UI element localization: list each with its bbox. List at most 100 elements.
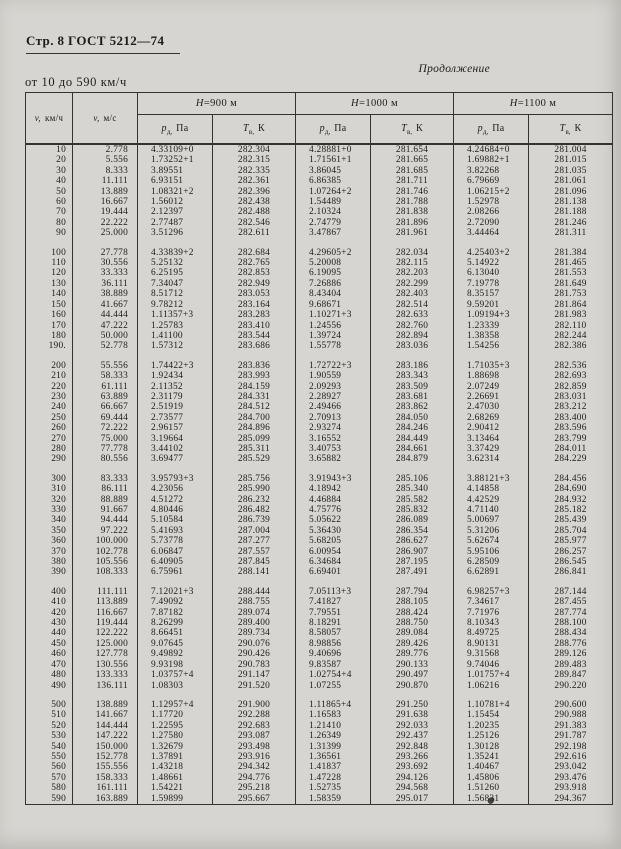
cell: 1.11357+3 [137, 310, 213, 321]
cell: 291.900 [211, 699, 296, 711]
cell: 250 [51, 412, 66, 423]
cell: 284.512 [211, 402, 296, 413]
table-row: 390 108.333 6.75961 288.141 6.69401 287.491 6.… [26, 567, 613, 578]
spacer-cell [453, 238, 529, 248]
spacer-cell [370, 351, 454, 361]
block-spacer-row [26, 351, 613, 361]
cell: 1.25126 [453, 731, 529, 742]
spacer-cell [528, 464, 613, 474]
cell: 147.222 [72, 731, 138, 742]
cell: 1.30128 [453, 741, 529, 752]
col-header-pressure-h900: pд, Па [137, 114, 213, 145]
cell: 16.667 [72, 197, 138, 208]
cell: 2.73577 [137, 412, 213, 424]
cell: 2.12397 [137, 207, 213, 218]
cell: 3.37429 [453, 443, 529, 455]
cell: 13.889 [72, 186, 138, 198]
cell: 286.841 [528, 567, 613, 578]
table-row: 130 36.111 7.34047 282.949 7.26886 282.299 7.1… [26, 278, 613, 290]
cell: 1.35241 [453, 751, 529, 763]
cell: 285.756 [211, 473, 296, 485]
spacer-cell [72, 577, 138, 587]
cell: 286.907 [370, 546, 454, 558]
cell: 284.456 [528, 473, 613, 485]
cell: 293.476 [528, 772, 613, 784]
cell: 282.684 [211, 247, 296, 259]
cell: 282.760 [370, 320, 454, 331]
cell: 288.434 [528, 628, 613, 639]
cell: 1.17720 [137, 710, 213, 721]
cell: 283.836 [211, 360, 296, 372]
cell: 282.536 [528, 360, 613, 372]
cell: 3.95793+3 [137, 473, 213, 485]
cell: 281.838 [370, 207, 454, 218]
cell: 282.110 [528, 320, 613, 331]
table-row: 490 136.111 1.08303 291.520 1.07255 290.870 1.… [26, 680, 613, 691]
table-body: 10 2.778 4.33109+0 282.304 4.28881+0 281.654 4… [26, 144, 613, 805]
cell: 83.333 [72, 473, 138, 485]
cell: 77.778 [72, 443, 138, 455]
cell: 44.444 [72, 310, 138, 321]
cell: 282.361 [211, 176, 296, 187]
cell: 4.28881+0 [295, 144, 371, 156]
cell: 283.862 [370, 402, 454, 413]
cell: 120 [51, 268, 66, 279]
table-row: 290 80.556 3.69477 285.529 3.65882 284.879 3.6… [26, 454, 613, 465]
spacer-cell [295, 238, 371, 248]
cell: 22.222 [72, 217, 138, 229]
spacer-cell [453, 351, 529, 361]
cell: 281.061 [528, 176, 613, 187]
cell: 284.879 [370, 454, 454, 465]
cell: 281.654 [370, 144, 454, 156]
cell: 283.544 [211, 330, 296, 342]
cell: 283.681 [370, 391, 454, 403]
cell: 284.229 [528, 454, 613, 465]
cell: 1.92434 [137, 371, 213, 382]
cell: 281.961 [370, 228, 454, 239]
cell: 6.28509 [453, 557, 529, 568]
block-spacer-row [26, 238, 613, 248]
table-row: 580 161.111 1.54221 295.218 1.52735 294.568 1.… [26, 783, 613, 794]
cell: 285.439 [528, 515, 613, 526]
cell: 1.07255 [295, 680, 371, 691]
cell: 1.43218 [137, 762, 213, 773]
cell: 5.10584 [137, 515, 213, 526]
cell: 6.34684 [295, 557, 371, 568]
spacer-cell [528, 351, 613, 361]
cell: 350 [51, 525, 66, 536]
cell: 283.410 [211, 320, 296, 331]
cell: 490 [51, 680, 66, 691]
cell: 108.333 [72, 567, 138, 578]
table-row: 200 55.556 1.74422+3 283.836 1.72722+3 283.18… [26, 360, 613, 372]
spacer-cell [137, 238, 213, 248]
cell: 281.864 [528, 299, 613, 311]
cell: 284.011 [528, 443, 613, 455]
spacer-cell [370, 690, 454, 700]
cell: 1.71561+1 [295, 155, 371, 166]
cell: 2.11352 [137, 381, 213, 392]
cell: 2.26691 [453, 391, 529, 403]
cell: 281.746 [370, 186, 454, 198]
table-row: 80 22.222 2.77487 282.546 2.74779 281.896 2.72… [26, 217, 613, 229]
cell: 1.08303 [137, 680, 213, 691]
cell: 70 [56, 207, 66, 218]
page-title: Стр. 8 ГОСТ 5212—74 [26, 33, 181, 54]
cell: 3.44102 [137, 443, 213, 455]
cell: 1.07264+2 [295, 186, 371, 198]
cell: 291.520 [211, 680, 296, 691]
cell: 25.000 [72, 228, 138, 239]
cell: 282.299 [370, 278, 454, 290]
table-row: 330 91.667 4.80446 286.482 4.75776 285.832 4.7… [26, 505, 613, 516]
cell: 287.004 [211, 525, 296, 537]
cell: 1.90559 [295, 371, 371, 382]
cell: 4.46884 [295, 494, 371, 505]
table-row: 160 44.444 1.11357+3 283.283 1.10271+3 282.63… [26, 310, 613, 321]
cell: 75.000 [72, 433, 138, 444]
table-row: 40 11.111 6.93151 282.361 6.86385 281.711 6.79… [26, 176, 613, 187]
cell: 2.07249 [453, 381, 529, 392]
cell: 285.977 [528, 536, 613, 547]
cell: 58.333 [72, 371, 138, 382]
spacer-cell [453, 690, 529, 700]
cell: 3.51296 [137, 228, 213, 239]
cell: 240 [51, 402, 66, 413]
